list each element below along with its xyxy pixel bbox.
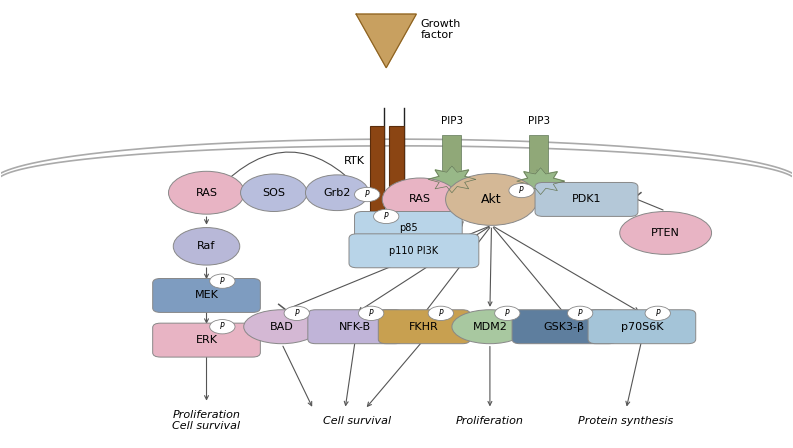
Text: Growth
factor: Growth factor: [420, 18, 461, 40]
Text: ERK: ERK: [196, 335, 217, 345]
Text: RAS: RAS: [196, 188, 217, 198]
Bar: [370, 126, 384, 260]
Ellipse shape: [452, 310, 528, 344]
Text: Cell survival: Cell survival: [323, 415, 391, 426]
Text: MEK: MEK: [194, 290, 218, 301]
FancyBboxPatch shape: [153, 279, 260, 312]
Text: P: P: [384, 212, 389, 221]
Text: Proliferation: Proliferation: [456, 415, 524, 426]
Text: P: P: [519, 186, 524, 195]
Text: p70S6K: p70S6K: [621, 322, 663, 332]
Text: P: P: [656, 309, 660, 318]
Ellipse shape: [240, 174, 307, 211]
Text: BAD: BAD: [270, 322, 293, 332]
Circle shape: [284, 306, 309, 320]
Text: p85: p85: [399, 224, 418, 233]
Text: PIP3: PIP3: [441, 116, 463, 126]
Text: P: P: [369, 309, 374, 318]
Bar: [530, 135, 549, 175]
Text: Grb2: Grb2: [324, 188, 351, 198]
Circle shape: [374, 209, 399, 224]
Text: GSK3-β: GSK3-β: [544, 322, 584, 332]
Text: P: P: [439, 309, 443, 318]
FancyBboxPatch shape: [354, 211, 462, 246]
FancyBboxPatch shape: [308, 310, 403, 344]
Text: PIP3: PIP3: [528, 116, 550, 126]
Bar: [442, 135, 462, 172]
Text: Akt: Akt: [481, 193, 502, 206]
Ellipse shape: [173, 228, 239, 265]
Text: P: P: [294, 309, 299, 318]
Text: RTK: RTK: [343, 156, 365, 167]
Ellipse shape: [169, 171, 244, 214]
Text: p110 PI3K: p110 PI3K: [389, 246, 439, 256]
FancyBboxPatch shape: [512, 310, 617, 344]
Ellipse shape: [620, 211, 711, 254]
FancyBboxPatch shape: [588, 310, 695, 344]
Text: P: P: [220, 322, 224, 331]
Text: P: P: [505, 309, 510, 318]
FancyBboxPatch shape: [535, 182, 638, 216]
Text: MDM2: MDM2: [473, 322, 508, 332]
Circle shape: [428, 306, 454, 320]
FancyBboxPatch shape: [153, 323, 260, 357]
Ellipse shape: [243, 310, 320, 344]
Text: Raf: Raf: [197, 241, 216, 251]
Text: Proliferation
Cell survival: Proliferation Cell survival: [172, 410, 240, 431]
Ellipse shape: [305, 175, 369, 211]
Text: P: P: [220, 277, 224, 286]
FancyBboxPatch shape: [378, 310, 470, 344]
Text: NFK-B: NFK-B: [339, 322, 371, 332]
Circle shape: [209, 319, 235, 334]
Circle shape: [509, 183, 534, 198]
Circle shape: [209, 274, 235, 289]
Polygon shape: [428, 166, 476, 193]
Circle shape: [358, 306, 384, 320]
Text: FKHR: FKHR: [409, 322, 439, 332]
Text: RAS: RAS: [409, 194, 431, 204]
Text: P: P: [578, 309, 583, 318]
Text: Protein synthesis: Protein synthesis: [578, 415, 674, 426]
Text: SOS: SOS: [262, 188, 285, 198]
Polygon shape: [517, 168, 565, 194]
Circle shape: [495, 306, 520, 320]
Circle shape: [645, 306, 670, 320]
FancyBboxPatch shape: [349, 234, 479, 268]
Ellipse shape: [382, 178, 458, 221]
Text: PTEN: PTEN: [651, 228, 680, 238]
Circle shape: [568, 306, 593, 320]
Ellipse shape: [446, 173, 538, 225]
Bar: [389, 126, 404, 260]
Circle shape: [354, 187, 380, 202]
Text: P: P: [365, 190, 370, 199]
Polygon shape: [356, 14, 416, 68]
Text: PDK1: PDK1: [572, 194, 601, 204]
